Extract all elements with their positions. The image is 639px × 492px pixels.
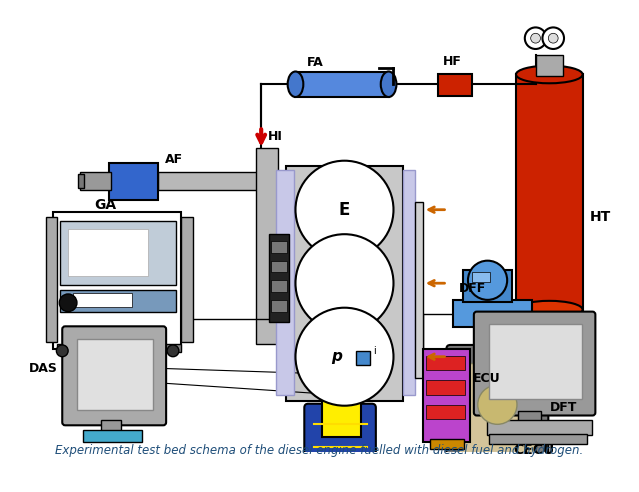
Bar <box>322 359 361 437</box>
Bar <box>102 420 121 432</box>
Bar <box>430 439 464 449</box>
Bar <box>83 430 142 442</box>
Bar <box>463 271 512 302</box>
Bar <box>77 339 153 410</box>
Text: p: p <box>331 349 342 364</box>
Text: HT: HT <box>590 210 611 223</box>
Bar <box>181 216 192 342</box>
Ellipse shape <box>516 65 583 83</box>
Bar <box>518 411 541 422</box>
Bar <box>80 173 111 190</box>
Circle shape <box>295 308 394 406</box>
FancyBboxPatch shape <box>447 345 548 490</box>
Bar <box>68 229 148 277</box>
Bar <box>453 300 532 327</box>
FancyBboxPatch shape <box>459 364 535 472</box>
Bar <box>516 74 583 309</box>
Text: i: i <box>373 346 376 356</box>
Text: FA: FA <box>307 56 324 69</box>
Bar <box>472 273 489 282</box>
Circle shape <box>531 33 541 43</box>
Bar <box>415 202 423 378</box>
Circle shape <box>295 161 394 259</box>
Circle shape <box>478 385 517 424</box>
Bar <box>58 344 73 352</box>
Text: GA: GA <box>95 198 117 212</box>
Bar <box>426 356 465 370</box>
Bar <box>271 241 287 253</box>
Bar <box>165 344 181 352</box>
Bar <box>403 170 415 395</box>
Circle shape <box>548 33 558 43</box>
Bar <box>438 74 472 96</box>
Circle shape <box>543 28 564 49</box>
Text: E: E <box>339 201 350 219</box>
Text: HF: HF <box>442 55 461 68</box>
Text: AF: AF <box>165 153 183 166</box>
Bar <box>109 163 158 200</box>
Bar <box>54 212 181 349</box>
Bar <box>45 216 58 342</box>
Bar <box>158 173 263 190</box>
Circle shape <box>295 234 394 332</box>
Circle shape <box>167 345 179 357</box>
Circle shape <box>59 294 77 311</box>
Text: DAS: DAS <box>29 362 58 375</box>
Bar <box>295 71 389 97</box>
Ellipse shape <box>288 71 304 97</box>
Text: Experimental test bed schema of the diesel engine fuelled with diesel fuel and h: Experimental test bed schema of the dies… <box>56 444 583 457</box>
Bar <box>535 55 563 76</box>
Bar <box>271 261 287 273</box>
Text: HI: HI <box>268 130 283 143</box>
Ellipse shape <box>381 71 396 97</box>
Bar <box>271 280 287 292</box>
Bar <box>426 380 465 395</box>
Bar <box>489 434 587 444</box>
Bar <box>357 351 370 365</box>
Bar <box>78 175 84 188</box>
Circle shape <box>56 345 68 357</box>
Circle shape <box>525 28 546 49</box>
Text: DFF: DFF <box>459 281 486 295</box>
Bar <box>269 234 289 322</box>
Bar <box>73 293 132 307</box>
Bar <box>423 349 470 442</box>
Text: DFT: DFT <box>550 401 578 414</box>
Text: ECU: ECU <box>473 372 500 385</box>
Ellipse shape <box>516 301 583 318</box>
Bar <box>256 148 278 344</box>
Bar <box>489 324 581 399</box>
Bar <box>271 300 287 311</box>
Circle shape <box>468 261 507 300</box>
Text: CECU: CECU <box>513 443 554 457</box>
Bar <box>426 405 465 419</box>
Bar <box>276 170 293 395</box>
FancyBboxPatch shape <box>62 326 166 425</box>
Bar <box>60 221 176 285</box>
FancyBboxPatch shape <box>474 311 596 416</box>
Bar <box>486 420 592 435</box>
Bar <box>286 166 403 401</box>
FancyBboxPatch shape <box>304 404 376 492</box>
Bar <box>60 290 176 311</box>
